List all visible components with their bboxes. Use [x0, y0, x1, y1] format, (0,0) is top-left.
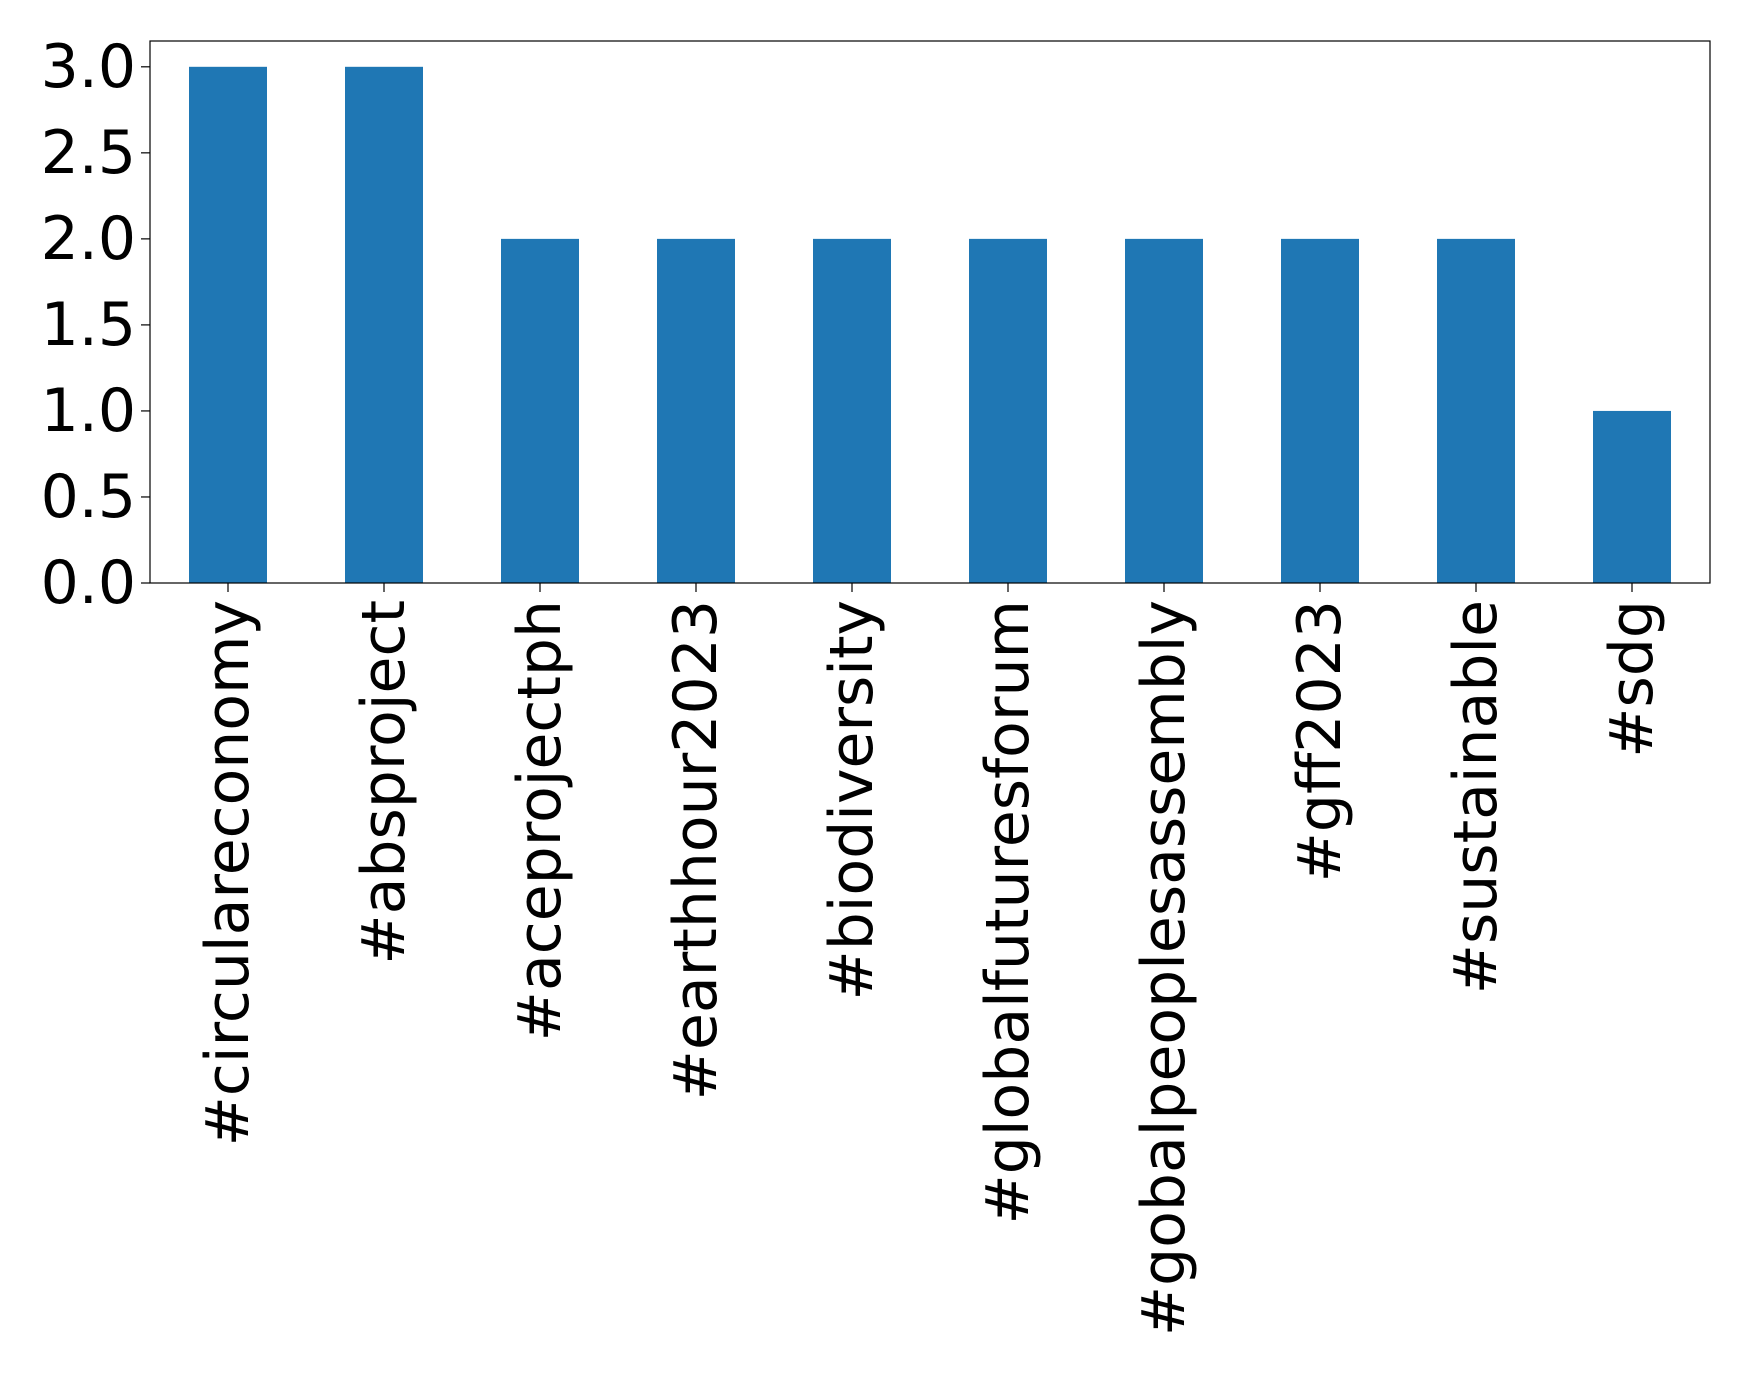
bar-absproject [345, 66, 423, 584]
x-tick-label: #biodiversity [817, 600, 887, 1001]
bar-biodiversity [813, 238, 891, 583]
y-tick-label: 1.0 [41, 376, 136, 446]
bar-circulareconomy [189, 66, 267, 584]
x-tick-label: #circulareconomy [193, 600, 263, 1146]
x-tick-label: #globalfuturesforum [973, 600, 1043, 1224]
x-tick-label: #earthhour2023 [661, 600, 731, 1100]
y-tick-label: 2.5 [41, 118, 136, 188]
bar-sustainable [1437, 238, 1515, 583]
y-axis: 0.0 0.5 1.0 1.5 2.0 2.5 3.0 [41, 32, 150, 618]
y-tick-label: 1.5 [41, 290, 136, 360]
x-tick-label: #sdg [1597, 600, 1667, 758]
bar-gff2023 [1281, 238, 1359, 583]
y-tick-label: 2.0 [41, 204, 136, 274]
x-axis: #circulareconomy #absproject #aceprojectph… [193, 583, 1667, 1336]
y-tick-label: 0.5 [41, 462, 136, 532]
x-tick-label: #sustainable [1441, 600, 1511, 994]
x-tick-label: #gff2023 [1285, 600, 1355, 882]
bar-globalfuturesforum [969, 238, 1047, 583]
plot-frame [149, 40, 1711, 584]
bar-gobalpeoplesassembly [1125, 238, 1203, 583]
bars-layer [189, 66, 1671, 584]
bar-earthhour2023 [657, 238, 735, 583]
y-tick-label: 3.0 [41, 32, 136, 102]
x-tick-label: #gobalpeoplesassembly [1129, 600, 1199, 1336]
y-tick-label: 0.0 [41, 548, 136, 618]
bar-sdg [1593, 410, 1671, 583]
x-tick-label: #aceprojectph [505, 600, 575, 1041]
bar-aceprojectph [501, 238, 579, 583]
x-tick-label: #absproject [349, 600, 419, 965]
